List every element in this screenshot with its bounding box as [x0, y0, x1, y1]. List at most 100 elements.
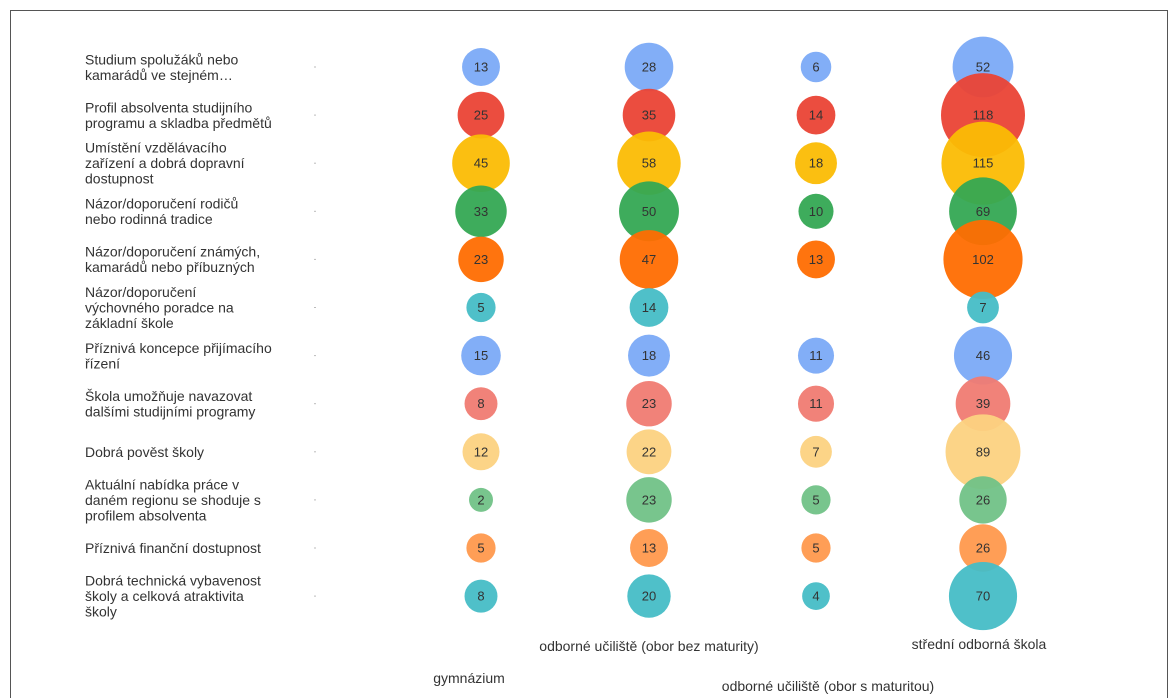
bubble-value-label: 18 — [642, 348, 656, 363]
bubble — [462, 433, 500, 471]
category-label: Dobrá technická vybavenost školy a celkov… — [85, 573, 261, 620]
category-label: Aktuální nabídka práce v daném regionu se… — [85, 476, 261, 523]
bubble — [626, 477, 672, 523]
bubble-value-label: 45 — [474, 156, 488, 171]
x-axis-label: gymnázium — [433, 670, 505, 686]
bubble — [953, 326, 1013, 385]
bubble — [455, 185, 507, 238]
x-axis-labels: gymnázium odborné učiliště (obor bez matu… — [433, 636, 1046, 694]
bubble — [800, 51, 832, 83]
bubble — [800, 435, 832, 468]
bubble-value-label: 89 — [976, 444, 990, 459]
bubble — [629, 288, 669, 327]
category-label: Názor/doporučení výchovného poradce na zák… — [85, 284, 234, 331]
bubble — [967, 291, 999, 324]
bubble-value-label: 20 — [642, 589, 656, 604]
category-label: Názor/doporučení rodičů nebo rodinná trad… — [85, 196, 238, 228]
bubble — [797, 240, 835, 279]
bubble-value-label: 13 — [642, 541, 656, 556]
bubble — [461, 335, 501, 376]
bubble-value-label: 12 — [474, 444, 488, 459]
bubble — [466, 292, 496, 323]
bubble-value-label: 11 — [809, 396, 823, 411]
category-label: Příznivá koncepce přijímacího řízení — [85, 340, 272, 372]
bubble — [619, 181, 679, 242]
bubble-value-label: 23 — [642, 492, 656, 507]
bubble-value-label: 8 — [477, 589, 484, 604]
bubble-value-label: 5 — [477, 541, 484, 556]
bubble — [466, 533, 496, 563]
bubble-value-label: 13 — [474, 60, 488, 75]
bubble-value-label: 23 — [474, 252, 488, 267]
bubble-value-label: 5 — [477, 300, 484, 315]
bubble-value-label: 102 — [972, 252, 994, 267]
bubble-value-label: 18 — [809, 156, 823, 171]
bubble — [948, 562, 1018, 631]
bubble-value-label: 2 — [477, 492, 484, 507]
bubble-value-label: 28 — [642, 60, 656, 75]
bubble-value-label: 46 — [976, 348, 990, 363]
x-axis-label: odborné učiliště (obor s maturitou) — [722, 678, 934, 694]
bubble — [959, 524, 1007, 572]
bubble-value-label: 115 — [973, 156, 994, 171]
bubble — [798, 193, 834, 229]
bubble — [626, 380, 672, 427]
category-ticks — [314, 66, 316, 597]
bubble-value-label: 22 — [642, 444, 656, 459]
bubble-value-label: 47 — [642, 252, 656, 267]
bubble-value-label: 52 — [976, 60, 990, 75]
bubble — [943, 219, 1023, 299]
bubble-value-label: 69 — [976, 204, 990, 219]
bubble-value-label: 15 — [474, 348, 488, 363]
bubble-value-label: 5 — [812, 492, 819, 507]
bubble-value-label: 11 — [809, 348, 823, 363]
bubble-value-label: 35 — [642, 108, 656, 123]
bubble-chart: Studium spolužáků nebo kamarádů ve stejné… — [85, 36, 1047, 694]
bubble — [458, 236, 504, 283]
bubble-value-label: 39 — [976, 396, 990, 411]
bubble-value-label: 14 — [642, 300, 656, 315]
bubble — [452, 134, 510, 193]
bubble-value-label: 5 — [812, 541, 819, 556]
bubble-value-label: 58 — [642, 156, 656, 171]
bubble — [797, 337, 835, 374]
bubble — [795, 142, 837, 185]
bubble — [464, 579, 498, 613]
category-label: Dobrá pověst školy — [85, 444, 204, 460]
bubble — [626, 429, 672, 475]
bubbles: 1325453323515812258283558504714182322231… — [452, 36, 1025, 631]
bubble-value-label: 7 — [979, 300, 986, 315]
bubble-value-label: 50 — [642, 204, 656, 219]
bubble-value-label: 23 — [642, 396, 656, 411]
chart-frame: Studium spolužáků nebo kamarádů ve stejné… — [10, 10, 1168, 698]
bubble — [802, 582, 830, 610]
bubble-value-label: 70 — [976, 589, 990, 604]
bubble — [469, 487, 493, 512]
bubble-value-label: 33 — [474, 204, 488, 219]
bubble — [622, 88, 676, 142]
category-label: Profil absolventa studijního programu a s… — [85, 99, 272, 131]
bubble-value-label: 4 — [812, 589, 819, 604]
x-axis-label: střední odborná škola — [912, 636, 1047, 652]
bubble-value-label: 26 — [976, 541, 990, 556]
bubble-value-label: 25 — [474, 108, 488, 123]
bubble-value-label: 7 — [812, 444, 819, 459]
bubble — [796, 95, 836, 135]
bubble — [959, 476, 1007, 524]
bubble — [464, 387, 498, 421]
category-label: Příznivá finanční dostupnost — [85, 540, 261, 556]
category-labels: Studium spolužáků nebo kamarádů ve stejné… — [85, 51, 272, 619]
bubble-value-label: 13 — [809, 252, 823, 267]
bubble — [624, 42, 674, 92]
x-axis-label: odborné učiliště (obor bez maturity) — [539, 638, 758, 654]
category-label: Umístění vzdělávacího zařízení a dobrá do… — [85, 140, 245, 187]
bubble — [627, 574, 671, 618]
category-label: Škola umožňuje navazovat dalšími studijní… — [85, 388, 255, 420]
bubble-value-label: 14 — [809, 108, 823, 123]
category-label: Studium spolužáků nebo kamarádů ve stejné… — [85, 51, 239, 83]
bubble — [457, 91, 505, 139]
bubble-value-label: 8 — [477, 396, 484, 411]
bubble — [630, 529, 668, 567]
bubble — [617, 131, 681, 195]
bubble — [945, 414, 1021, 490]
